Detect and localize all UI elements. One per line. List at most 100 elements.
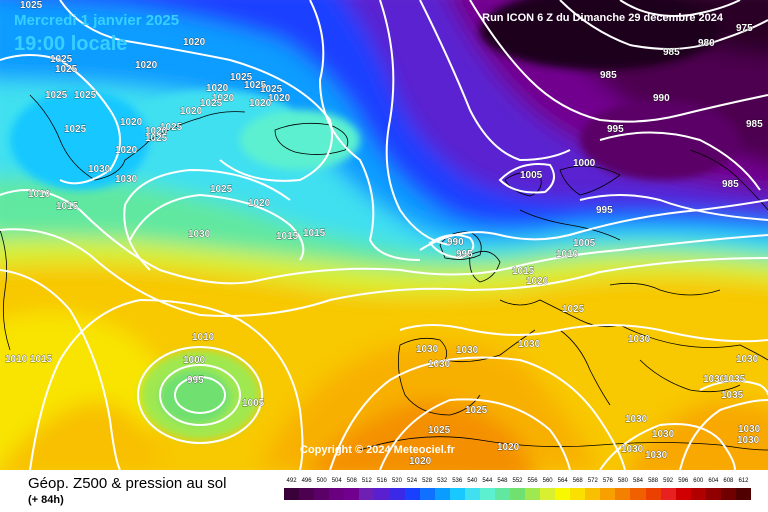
isobar-label: 1025 <box>210 184 233 195</box>
legend-swatch <box>374 488 390 500</box>
isobar-label: 985 <box>722 179 739 190</box>
isobar-label: 1015 <box>512 266 535 277</box>
isobar-label: 1035 <box>723 374 746 385</box>
legend-tick: 520 <box>391 478 402 484</box>
isobar-label: 990 <box>447 237 464 248</box>
isobar-label: 995 <box>607 124 624 135</box>
isobar-label: 1025 <box>244 80 267 91</box>
legend-tick: 556 <box>527 478 538 484</box>
legend-tick: 548 <box>497 478 508 484</box>
legend-tick: 496 <box>301 478 312 484</box>
legend-swatch <box>404 488 420 500</box>
product-title: Géop. Z500 & pression au sol <box>28 475 227 492</box>
isobar-label: 1030 <box>645 450 668 461</box>
isobar-label: 1015 <box>30 354 53 365</box>
legend-swatch <box>389 488 405 500</box>
legend-swatch <box>509 488 525 500</box>
legend-swatch <box>449 488 465 500</box>
isobar-label: 1030 <box>416 344 439 355</box>
isobar-label: 1025 <box>20 0 43 11</box>
isobar-label: 1025 <box>55 64 78 75</box>
isobars <box>0 0 768 470</box>
legend-swatch <box>494 488 510 500</box>
isobar-label: 1025 <box>230 72 253 83</box>
legend-swatch <box>359 488 375 500</box>
legend-swatch <box>299 488 315 500</box>
isobar-label: 1020 <box>180 106 203 117</box>
isobar-label: 1030 <box>737 435 760 446</box>
isobar-label: 990 <box>653 93 670 104</box>
legend-swatch <box>690 488 706 500</box>
model-run-label: Run ICON 6 Z du Dimanche 29 décembre 202… <box>482 12 723 24</box>
legend-swatch <box>284 488 300 500</box>
legend-tick: 572 <box>587 478 598 484</box>
legend-tick: 536 <box>452 478 463 484</box>
isobar-label: 980 <box>698 38 715 49</box>
isobar-label: 1025 <box>562 304 585 315</box>
isobar-label: 1020 <box>183 37 206 48</box>
isobar-label: 1035 <box>721 390 744 401</box>
legend-swatch <box>434 488 450 500</box>
isobar-label: 1005 <box>520 170 543 181</box>
isobar-label: 1025 <box>45 90 68 101</box>
isobar-label: 1030 <box>738 424 761 435</box>
isobar-label: 1030 <box>188 229 211 240</box>
lead-time: (+ 84h) <box>28 494 64 506</box>
legend-tick: 584 <box>633 478 644 484</box>
legend-tick: 544 <box>482 478 493 484</box>
legend-swatch <box>630 488 646 500</box>
legend-swatch <box>720 488 736 500</box>
isobar-label: 1030 <box>652 429 675 440</box>
copyright-notice: Copyright © 2024 Meteociel.fr <box>300 444 455 456</box>
legend-tick: 516 <box>376 478 387 484</box>
color-legend: 492 496 500 504 508 512 516 520 524 528 532 536 540 5… <box>284 478 751 500</box>
isobar-label: 1025 <box>50 54 73 65</box>
isobar-label: 1010 <box>556 249 579 260</box>
isobar-label: 1015 <box>56 201 79 212</box>
legend-tick: 596 <box>678 478 689 484</box>
isobar-label: 1025 <box>465 405 488 416</box>
legend-swatch <box>540 488 556 500</box>
legend-tick: 528 <box>422 478 433 484</box>
isobar-label: 1015 <box>303 228 326 239</box>
isobar-label: 1030 <box>628 334 651 345</box>
legend-tick: 512 <box>361 478 372 484</box>
legend-swatch <box>419 488 435 500</box>
legend-swatch <box>555 488 571 500</box>
legend-swatch <box>645 488 661 500</box>
isobar-label: 1020 <box>212 93 235 104</box>
isobar-label: 985 <box>663 47 680 58</box>
legend-tick: 540 <box>467 478 478 484</box>
isobar-label: 1020 <box>409 456 432 467</box>
legend-tick: 604 <box>708 478 719 484</box>
isobar-label: 1030 <box>736 354 759 365</box>
isobar-label: 1020 <box>268 93 291 104</box>
isobar-label: 1030 <box>428 359 451 370</box>
isobar-label: 1030 <box>625 414 648 425</box>
legend-tick: 560 <box>542 478 553 484</box>
isobar-label: 995 <box>596 205 613 216</box>
isobar-label: 1020 <box>135 60 158 71</box>
isobar-label: 985 <box>600 70 617 81</box>
legend-swatch <box>464 488 480 500</box>
isobar-label: 995 <box>187 375 204 386</box>
legend-swatch <box>585 488 601 500</box>
legend-swatch <box>660 488 676 500</box>
legend-tick: 508 <box>346 478 357 484</box>
legend-swatch <box>675 488 691 500</box>
isobar-label: 1020 <box>120 117 143 128</box>
isobar-label: 1025 <box>64 124 87 135</box>
legend-swatch <box>570 488 586 500</box>
isobar-label: 1025 <box>160 122 183 133</box>
legend-tick: 576 <box>602 478 613 484</box>
legend-tick: 564 <box>557 478 568 484</box>
legend-tick: 588 <box>648 478 659 484</box>
legend-swatch <box>479 488 495 500</box>
isobar-label: 1025 <box>200 98 223 109</box>
isobar-label: 1005 <box>242 398 265 409</box>
isobar-label: 1005 <box>573 238 596 249</box>
isobar-label: 1000 <box>573 158 596 169</box>
isobar-label: 1030 <box>621 444 644 455</box>
legend-tick: 504 <box>331 478 342 484</box>
